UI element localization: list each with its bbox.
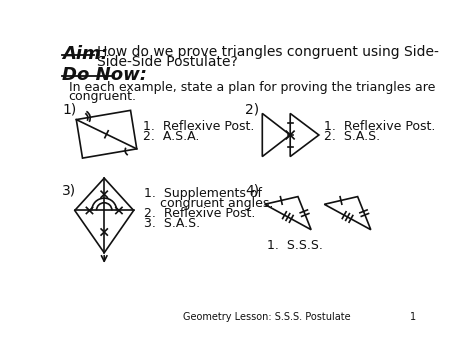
Text: Do Now:: Do Now: bbox=[63, 66, 147, 84]
Text: 3): 3) bbox=[63, 184, 76, 197]
Text: 2.  S.A.S.: 2. S.A.S. bbox=[324, 130, 381, 143]
Text: Aim:: Aim: bbox=[63, 45, 109, 63]
Text: 1): 1) bbox=[63, 103, 77, 117]
Text: 2.  Reflexive Post.: 2. Reflexive Post. bbox=[145, 207, 256, 220]
Text: 2.  A.S.A.: 2. A.S.A. bbox=[143, 130, 200, 143]
Text: 1: 1 bbox=[410, 312, 416, 322]
Text: 3.  S.A.S.: 3. S.A.S. bbox=[145, 217, 201, 230]
Text: 4): 4) bbox=[245, 184, 259, 197]
Text: congruent.: congruent. bbox=[69, 90, 137, 103]
Text: 1.  Supplements of: 1. Supplements of bbox=[145, 187, 263, 200]
Text: Geometry Lesson: S.S.S. Postulate: Geometry Lesson: S.S.S. Postulate bbox=[183, 312, 351, 322]
Text: 1.  Reflexive Post.: 1. Reflexive Post. bbox=[324, 120, 436, 133]
Text: How do we prove triangles congruent using Side-: How do we prove triangles congruent usin… bbox=[97, 45, 439, 59]
Text: Side-Side Postulate?: Side-Side Postulate? bbox=[97, 55, 238, 69]
Text: 1.  S.S.S.: 1. S.S.S. bbox=[267, 239, 323, 252]
Text: 2): 2) bbox=[245, 103, 259, 117]
Text: congruent angles.: congruent angles. bbox=[145, 197, 274, 211]
Text: In each example, state a plan for proving the triangles are: In each example, state a plan for provin… bbox=[69, 81, 435, 94]
Text: 1.  Reflexive Post.: 1. Reflexive Post. bbox=[143, 120, 255, 133]
